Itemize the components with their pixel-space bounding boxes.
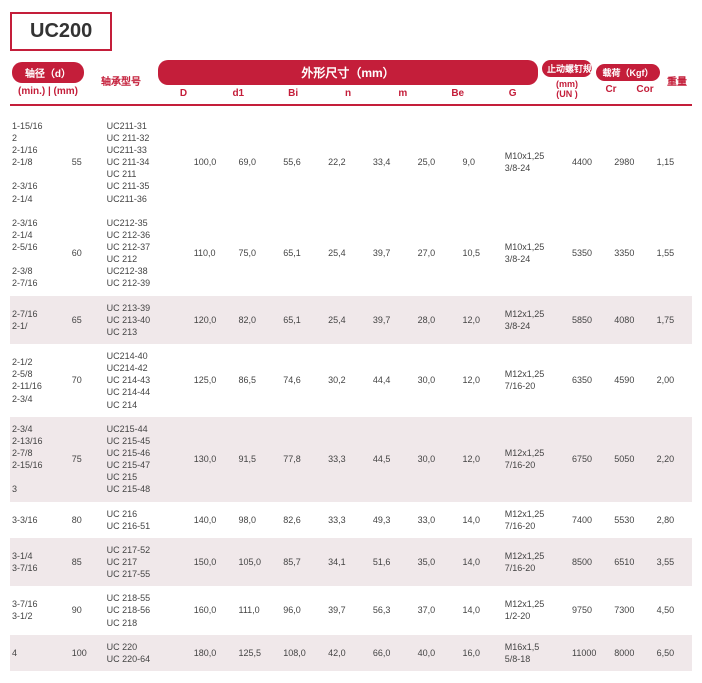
- col-shaft-dia: 轴径（d）: [12, 62, 84, 83]
- series-title: UC200: [10, 12, 112, 51]
- col-d1: d1: [211, 88, 266, 99]
- table-row: 3-7/163-1/290UC 218-55UC 218-56UC 218160…: [10, 586, 692, 634]
- col-n: n: [321, 88, 376, 99]
- col-weight: 重量: [662, 73, 692, 88]
- table-row: 3-1/43-7/1685UC 217-52UC 217UC 217-55150…: [10, 538, 692, 586]
- table-row: 2-3/162-1/42-5/16 2-3/82-7/1660UC212-35U…: [10, 211, 692, 296]
- col-screw-sub: (mm) (UN ): [540, 80, 594, 100]
- table-row: 2-7/162-1/65UC 213-39UC 213-40UC 213120,…: [10, 296, 692, 344]
- table-row: 2-1/22-5/82-11/162-3/470UC214-40UC214-42…: [10, 344, 692, 417]
- table-row: 4100UC 220UC 220-64180,0125,5108,042,066…: [10, 635, 692, 671]
- header-rule: [10, 104, 692, 106]
- col-Bi: Bi: [266, 88, 321, 99]
- col-shaft-sub: (min.) | (mm): [10, 86, 86, 97]
- table-header: 轴径（d） (min.) | (mm) 轴承型号 外形尺寸（mm） D d1 B…: [10, 59, 692, 100]
- dims-cols: D d1 Bi n m Be G: [156, 86, 540, 99]
- col-Cor: Cor: [628, 84, 662, 95]
- table-row: 2-3/42-13/162-7/82-15/16 375UC215-44UC 2…: [10, 417, 692, 502]
- spec-table: 1-15/1622-1/162-1/8 2-3/162-1/455UC211-3…: [10, 114, 692, 671]
- col-D: D: [156, 88, 211, 99]
- col-dims-title: 外形尺寸（mm）: [158, 60, 538, 85]
- table-row: 3-3/1680UC 216UC 216-51140,098,082,633,3…: [10, 502, 692, 538]
- col-bearing-no: 轴承型号: [86, 73, 156, 88]
- col-m: m: [375, 88, 430, 99]
- table-row: 1-15/1622-1/162-1/8 2-3/162-1/455UC211-3…: [10, 114, 692, 211]
- col-G: G: [485, 88, 540, 99]
- col-Be: Be: [430, 88, 485, 99]
- col-load: 载荷（Kgf）: [596, 64, 660, 81]
- col-screw: 止动螺钉规格: [542, 60, 592, 77]
- col-Cr: Cr: [594, 84, 628, 95]
